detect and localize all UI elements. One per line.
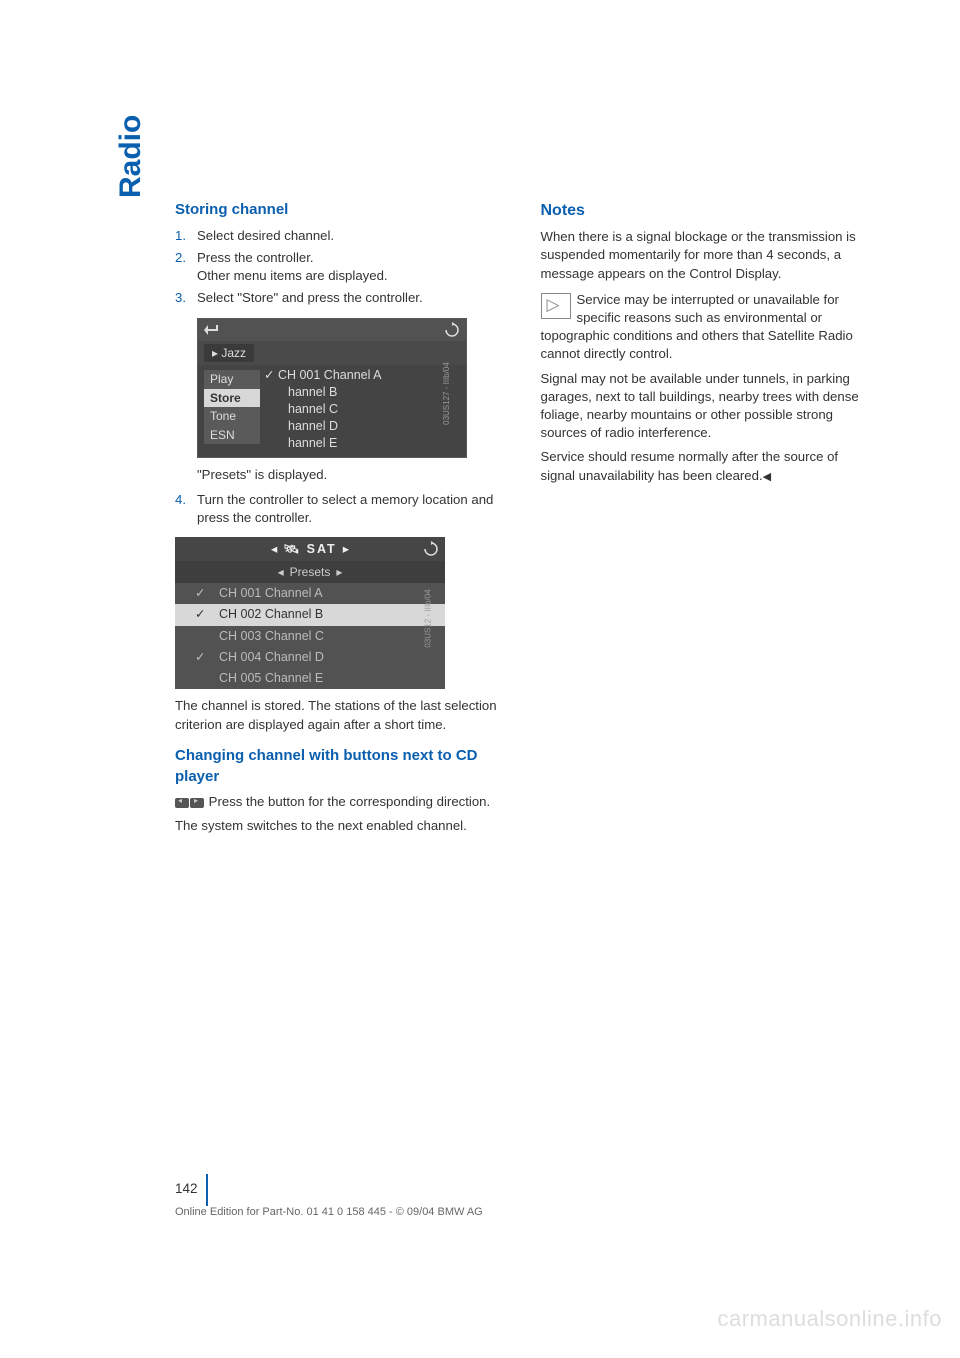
back-icon	[204, 323, 222, 337]
preset-row: CH 003 Channel C	[175, 626, 445, 647]
menu-item-esn: ESN	[204, 426, 260, 445]
step-1: 1. Select desired channel.	[175, 227, 505, 245]
footer-text: Online Edition for Part-No. 01 41 0 158 …	[175, 1206, 483, 1218]
idrive-screenshot-presets: ◂ 🛰 SAT ▸ ◂ Presets ▸ ✓ CH 001 Channel A …	[175, 537, 445, 689]
heading-storing: Storing channel	[175, 200, 505, 221]
arrow-right-icon: ▸	[336, 564, 342, 581]
screenshot-category: ▸ Jazz	[198, 341, 466, 366]
menu-item-play: Play	[204, 370, 260, 389]
step-4: 4. Turn the controller to select a memor…	[175, 491, 505, 527]
menu-item-tone: Tone	[204, 407, 260, 426]
step-text: Other menu items are displayed.	[197, 268, 388, 283]
step-number: 1.	[175, 227, 197, 245]
footer-bar	[206, 1174, 208, 1206]
step-number: 2.	[175, 249, 197, 285]
changing-p1: Press the button for the corresponding d…	[175, 793, 505, 811]
note-icon	[541, 293, 571, 319]
step-2: 2. Press the controller. Other menu item…	[175, 249, 505, 285]
step-body: Select "Store" and press the controller.	[197, 289, 505, 307]
step-body: Select desired channel.	[197, 227, 505, 245]
preset-text: CH 003 Channel C	[219, 628, 324, 645]
sat-label: 🛰 SAT	[283, 541, 336, 558]
notes-p2: Signal may not be available under tunnel…	[541, 370, 871, 443]
notes-p3: Service should resume normally after the…	[541, 448, 871, 484]
next-button-icon	[190, 798, 204, 808]
figure-id: 03US12 - IIIb/04	[422, 590, 433, 648]
preset-text: CH 004 Channel D	[219, 649, 324, 666]
step-text: Press the controller.	[197, 250, 314, 265]
idrive-screenshot-store: ▸ Jazz Play Store Tone ESN ✓ CH 001 Chan…	[197, 318, 467, 459]
prev-button-icon	[175, 798, 189, 808]
arrow-left-icon: ◂	[278, 564, 284, 581]
refresh-icon	[444, 322, 460, 338]
changing-text: Press the button for the corresponding d…	[209, 794, 491, 809]
channel-text: CH 001 Channel A	[278, 368, 382, 382]
screenshot-body: Play Store Tone ESN ✓ CH 001 Channel A h…	[198, 365, 466, 457]
preset-text: CH 001 Channel A	[219, 585, 323, 602]
heading-changing: Changing channel with buttons next to CD…	[175, 746, 505, 787]
end-marker-icon: ◀	[763, 471, 771, 483]
preset-row: CH 005 Channel E	[175, 668, 445, 689]
presets-displayed: "Presets" is displayed.	[197, 466, 505, 484]
page-footer: 142 Online Edition for Part-No. 01 41 0 …	[175, 1174, 483, 1218]
heading-notes: Notes	[541, 200, 871, 222]
notes-box: Service may be interrupted or unavailabl…	[541, 291, 871, 364]
check-icon: ✓	[195, 606, 209, 623]
category-chip: ▸ Jazz	[204, 344, 254, 363]
figure-id: 03US127 - IIIb/04	[441, 362, 452, 425]
screenshot-subbar: ◂ Presets ▸	[175, 561, 445, 583]
step-number: 4.	[175, 491, 197, 527]
notes-body: Service may be interrupted or unavailabl…	[541, 292, 853, 362]
step-number: 3.	[175, 289, 197, 307]
screenshot-topbar	[198, 319, 466, 341]
step-body: Press the controller. Other menu items a…	[197, 249, 505, 285]
page-number: 142	[175, 1181, 198, 1196]
preset-list: ✓ CH 001 Channel A ✓ CH 002 Channel B CH 0…	[175, 583, 445, 689]
step-body: Turn the controller to select a memory l…	[197, 491, 505, 527]
screenshot-topbar: ◂ 🛰 SAT ▸	[175, 537, 445, 561]
notes-p1: When there is a signal blockage or the t…	[541, 228, 871, 283]
check-icon: ✓	[195, 585, 209, 602]
right-column: Notes When there is a signal blockage or…	[541, 200, 871, 842]
left-column: Storing channel 1. Select desired channe…	[175, 200, 505, 842]
step-3: 3. Select "Store" and press the controll…	[175, 289, 505, 307]
arrow-right-icon: ▸	[343, 541, 349, 558]
section-tab: Radio	[114, 115, 148, 198]
preset-row-selected: ✓ CH 002 Channel B	[175, 604, 445, 625]
menu-item-store: Store	[204, 389, 260, 408]
preset-text: CH 005 Channel E	[219, 670, 323, 687]
preset-text: CH 002 Channel B	[219, 606, 323, 623]
arrow-left-icon: ◂	[271, 541, 277, 558]
changing-p2: The system switches to the next enabled …	[175, 817, 505, 835]
presets-label: Presets	[290, 564, 331, 581]
context-menu: Play Store Tone ESN	[204, 370, 260, 444]
preset-row: ✓ CH 004 Channel D	[175, 647, 445, 668]
watermark: carmanualsonline.info	[717, 1306, 942, 1332]
check-icon: ✓	[195, 649, 209, 666]
stored-note: The channel is stored. The stations of t…	[175, 697, 505, 733]
preset-row: ✓ CH 001 Channel A	[175, 583, 445, 604]
refresh-icon	[423, 541, 439, 562]
